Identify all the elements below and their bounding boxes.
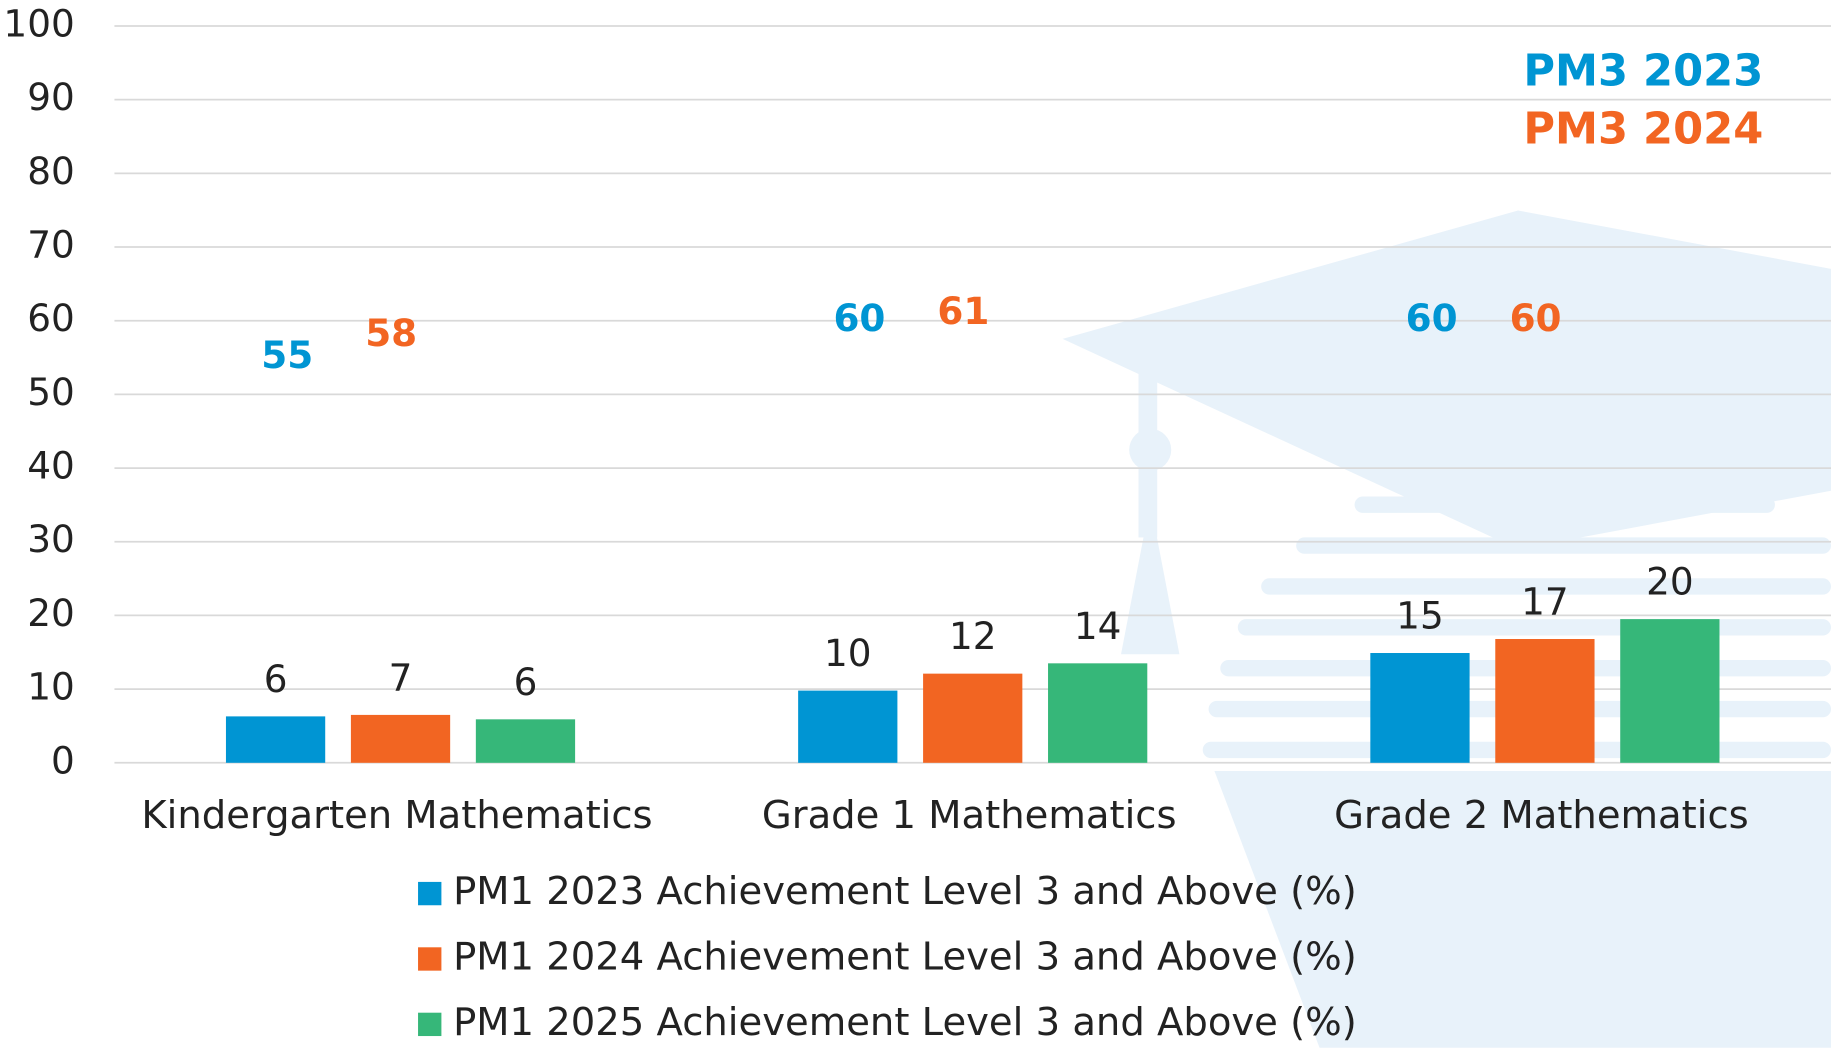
- bar: [1370, 653, 1470, 763]
- bar: [475, 719, 576, 763]
- annotation-value: 55: [261, 333, 313, 377]
- data-label: 6: [514, 660, 538, 704]
- y-tick-label: 100: [3, 1, 74, 45]
- y-tick-label: 90: [27, 75, 75, 119]
- bar: [1048, 663, 1148, 763]
- annotation-legend: PM3 2023: [1523, 46, 1763, 96]
- legend-swatch: [418, 881, 442, 906]
- data-label: 17: [1521, 579, 1569, 623]
- data-label: 6: [264, 657, 288, 701]
- bar: [798, 690, 898, 763]
- bar: [923, 673, 1023, 763]
- bar: [1620, 619, 1720, 763]
- data-label: 20: [1646, 560, 1694, 604]
- y-tick-label: 70: [27, 223, 75, 267]
- legend-label: PM1 2025 Achievement Level 3 and Above (…: [453, 1000, 1357, 1045]
- data-label: 15: [1396, 593, 1444, 637]
- legend-swatch: [418, 1012, 442, 1037]
- annotation-value: 60: [1406, 296, 1458, 340]
- data-label: 7: [389, 655, 413, 699]
- bar: [1495, 639, 1595, 763]
- annotation-legend: PM3 2024: [1523, 105, 1763, 155]
- y-tick-label: 30: [27, 517, 75, 561]
- legend-swatch: [418, 947, 442, 971]
- y-tick-label: 20: [27, 591, 75, 635]
- annotation-value: 60: [1510, 296, 1562, 340]
- y-tick-label: 40: [27, 444, 75, 488]
- y-tick-label: 10: [27, 665, 75, 709]
- y-tick-label: 50: [27, 370, 75, 414]
- annotation-value: 61: [937, 289, 989, 333]
- annotation-value: 58: [365, 311, 417, 355]
- annotation-value: 60: [833, 296, 885, 340]
- x-tick-label: Kindergarten Mathematics: [141, 793, 652, 838]
- y-tick-label: 60: [27, 296, 75, 340]
- legend-label: PM1 2023 Achievement Level 3 and Above (…: [453, 869, 1357, 914]
- y-tick-label: 80: [27, 149, 75, 193]
- data-label: 10: [824, 631, 872, 675]
- data-label: 12: [949, 614, 997, 658]
- x-tick-label: Grade 1 Mathematics: [762, 793, 1177, 838]
- y-tick-label: 0: [51, 738, 75, 782]
- legend-label: PM1 2024 Achievement Level 3 and Above (…: [453, 934, 1357, 979]
- data-label: 14: [1074, 604, 1122, 648]
- bar: [225, 716, 326, 763]
- bar: [350, 714, 451, 763]
- x-tick-label: Grade 2 Mathematics: [1334, 793, 1749, 838]
